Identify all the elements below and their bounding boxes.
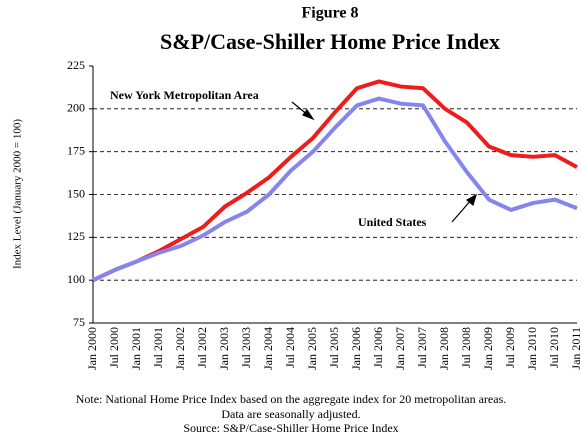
y-tick-label: 200 xyxy=(67,101,85,115)
x-tick-label: Jul 2001 xyxy=(151,327,165,368)
x-tick-label: Jan 2001 xyxy=(129,327,143,370)
note: Data are seasonally adjusted. xyxy=(221,407,360,421)
x-tick-label: Jan 2004 xyxy=(261,327,275,370)
supertitle: Figure 8 xyxy=(301,5,358,22)
x-tick-label: Jan 2008 xyxy=(437,327,451,370)
arrows xyxy=(291,101,477,223)
x-tick-label: Jul 2003 xyxy=(239,327,253,368)
y-tick-label: 225 xyxy=(67,58,85,72)
y-tick-label: 150 xyxy=(67,186,85,200)
annotation: New York Metropolitan Area xyxy=(110,88,259,102)
x-tick-label: Jan 2000 xyxy=(85,327,99,370)
y-tick-label: 75 xyxy=(73,315,85,329)
x-tick-label: Jul 2005 xyxy=(327,327,341,368)
x-tick-label: Jul 2002 xyxy=(195,327,209,368)
x-tick-label: Jul 2008 xyxy=(459,327,473,368)
x-tick-label: Jan 2002 xyxy=(173,327,187,370)
series-line xyxy=(92,79,578,282)
series-line xyxy=(92,96,578,282)
x-tick-label: Jul 2004 xyxy=(283,327,297,368)
x-tick-label: Jan 2007 xyxy=(393,327,407,370)
y-tick-label: 175 xyxy=(67,143,85,157)
y-tick-label: 100 xyxy=(67,272,85,286)
x-tick-label: Jan 2011 xyxy=(569,327,582,370)
chart-title: S&P/Case-Shiller Home Price Index xyxy=(160,29,500,54)
x-tick-label: Jul 2007 xyxy=(415,327,429,368)
x-tick-label: Jul 2010 xyxy=(547,327,561,368)
note: Source: S&P/Case-Shiller Home Price Inde… xyxy=(183,421,398,435)
x-tick-label: Jan 2009 xyxy=(481,327,495,370)
x-tick-label: Jan 2003 xyxy=(217,327,231,370)
x-tick-label: Jul 2009 xyxy=(503,327,517,368)
annotation: United States xyxy=(358,215,427,229)
note: Note: National Home Price Index based on… xyxy=(76,392,507,406)
y-tick-label: 125 xyxy=(67,229,85,243)
x-tick-label: Jul 2000 xyxy=(107,327,121,368)
y-axis-label: Index Level (January 2000 = 100) xyxy=(12,119,24,269)
x-tick-label: Jan 2005 xyxy=(305,327,319,370)
x-tick-label: Jan 2006 xyxy=(349,327,363,370)
x-tick-label: Jul 2006 xyxy=(371,327,385,368)
x-tick-label: Jan 2010 xyxy=(525,327,539,370)
